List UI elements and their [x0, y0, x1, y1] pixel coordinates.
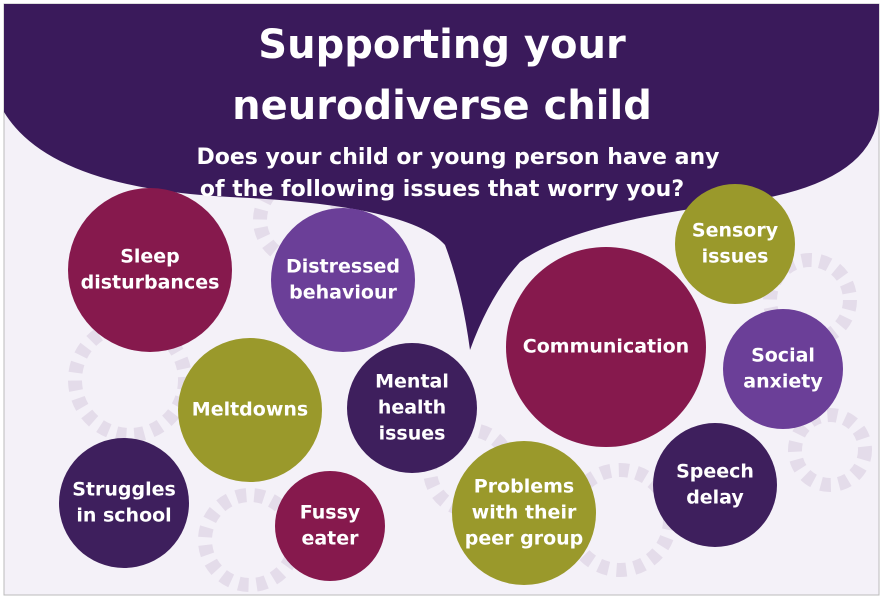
bubble: Distressed behaviour	[271, 208, 415, 352]
bubble: Speech delay	[653, 423, 777, 547]
bubble-label: peer group	[465, 528, 584, 550]
bubble-label: Sleep	[120, 246, 180, 268]
bubble-circle	[59, 438, 189, 568]
bubble-circle	[68, 188, 232, 352]
bubble-label: Fussy	[300, 502, 361, 524]
bubble: Sleep disturbances	[68, 188, 232, 352]
bubble-label: Mental	[375, 371, 449, 393]
bubble-label: Meltdowns	[192, 399, 308, 421]
subtitle-line: Does your child or young person have any	[196, 145, 719, 170]
bubble-circle	[675, 184, 795, 304]
bubble-label: Communication	[523, 336, 689, 358]
page: Supporting your neurodiverse child Does …	[0, 0, 883, 599]
bubble-label: delay	[686, 487, 744, 509]
bubble-label: anxiety	[743, 371, 823, 393]
bubble: Communication	[506, 247, 706, 447]
bubble-label: Sensory	[692, 220, 779, 242]
bubble-label: Problems	[474, 476, 574, 498]
bubble-label: behaviour	[289, 282, 397, 304]
bubble-label: eater	[301, 528, 359, 550]
bubble: Struggles in school	[59, 438, 189, 568]
bubble: Problems with their peer group	[452, 441, 596, 585]
bubble: Meltdowns	[178, 338, 322, 482]
title-line: Supporting your	[258, 22, 626, 68]
bubble-label: Distressed	[286, 256, 400, 278]
bubble-label: issues	[702, 246, 769, 268]
bubble-label: with their	[472, 502, 577, 524]
bubble: Fussy eater	[275, 471, 385, 581]
bubble-circle	[723, 309, 843, 429]
bubble-label: in school	[76, 505, 171, 527]
title-line: neurodiverse child	[232, 83, 652, 129]
bubble-circle	[271, 208, 415, 352]
bubble: Sensory issues	[675, 184, 795, 304]
bubble: Mental health issues	[347, 343, 477, 473]
bubble-circle	[653, 423, 777, 547]
bubble-label: Struggles	[72, 479, 176, 501]
bubble-label: disturbances	[81, 272, 220, 294]
bubble-label: Social	[751, 345, 815, 367]
bubble-label: issues	[379, 423, 446, 445]
bubble-label: health	[378, 397, 446, 419]
bubble-label: Speech	[676, 461, 754, 483]
subtitle-line: of the following issues that worry you?	[200, 177, 684, 202]
poster: Supporting your neurodiverse child Does …	[0, 0, 883, 599]
bubble-circle	[275, 471, 385, 581]
bubble: Social anxiety	[723, 309, 843, 429]
